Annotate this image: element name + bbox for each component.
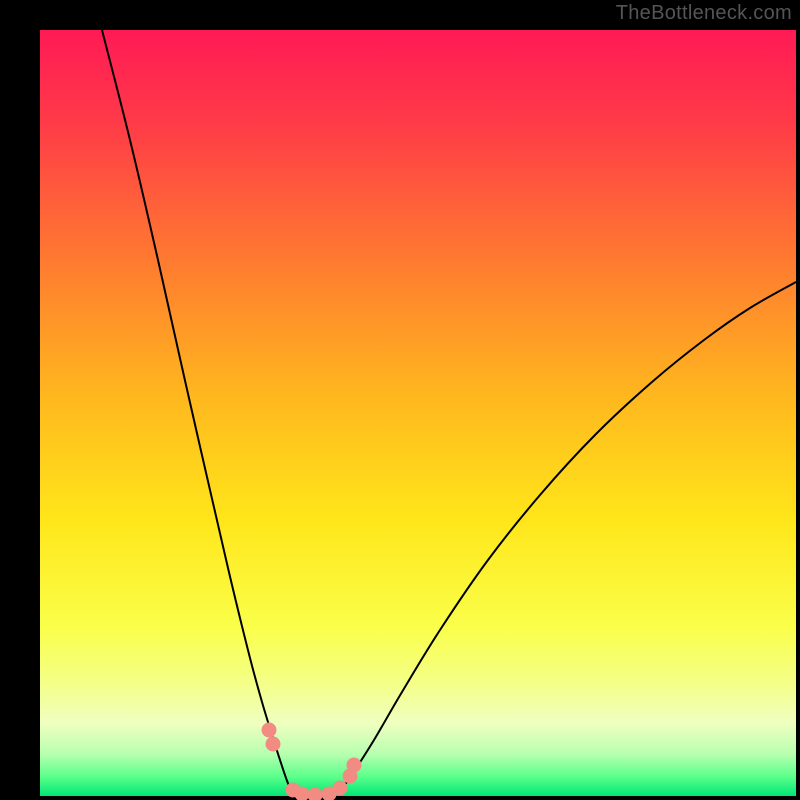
curve-right-branch — [338, 282, 796, 793]
valley-marker — [266, 737, 281, 752]
chart-container: TheBottleneck.com — [0, 0, 800, 800]
plot-area — [40, 30, 796, 796]
valley-marker — [262, 723, 277, 738]
watermark-text: TheBottleneck.com — [616, 2, 792, 25]
valley-marker — [308, 788, 323, 800]
valley-marker — [333, 781, 348, 796]
valley-marker — [347, 758, 362, 773]
curve-left-branch — [102, 30, 293, 793]
curve-overlay — [40, 30, 796, 796]
